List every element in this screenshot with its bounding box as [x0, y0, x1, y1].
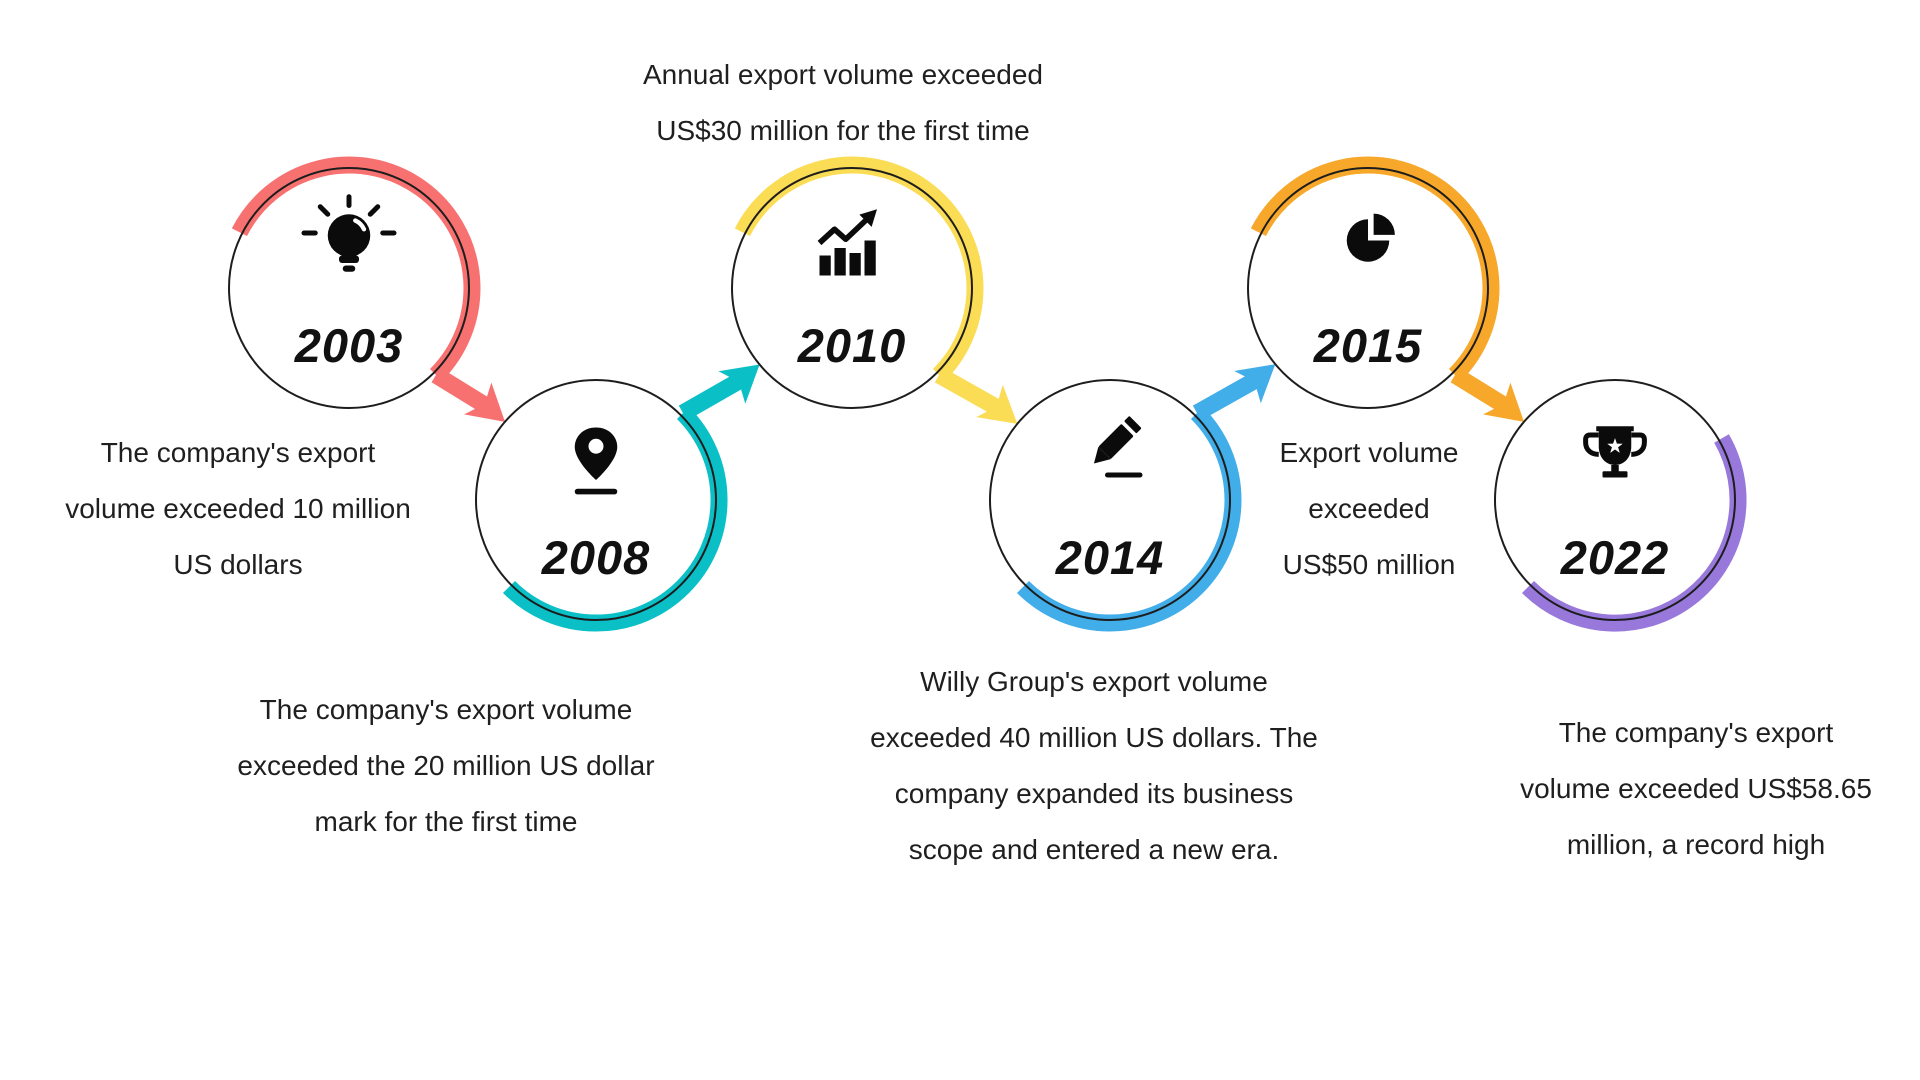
milestone-description-2008: The company's export volume exceeded the… [166, 682, 726, 850]
description-line: The company's export [100, 437, 376, 468]
description-line: exceeded 40 million US dollars. The [870, 722, 1318, 753]
description-line: The company's export volume [259, 694, 633, 725]
milestone-circle-2015 [1247, 167, 1489, 409]
description-line: company expanded its business [894, 778, 1294, 809]
description-line: exceeded the 20 million US dollar [237, 750, 655, 781]
description-line: exceeded [1308, 493, 1430, 524]
description-line: US$30 million for the first time [656, 115, 1030, 146]
milestone-description-2010: Annual export volume exceeded US$30 mill… [543, 47, 1143, 159]
year-label-2015: 2015 [1313, 319, 1423, 372]
connector-2008-2010 [502, 364, 760, 632]
description-line: mark for the first time [314, 806, 578, 837]
description-line: Willy Group's export volume [920, 666, 1268, 697]
connector-2015-2022 [1250, 156, 1524, 422]
milestone-description-2015: Export volume exceeded US$50 million [1199, 425, 1539, 593]
connector-2003-2008 [231, 156, 505, 422]
arc-2022 [1521, 434, 1747, 632]
milestone-circle-outlines [228, 167, 1736, 621]
connector-2010-2014 [734, 156, 1018, 424]
milestone-description-2014: Willy Group's export volume exceeded 40 … [774, 654, 1414, 878]
description-line: volume exceeded US$58.65 [1520, 773, 1872, 804]
milestone-circle-2010 [731, 167, 973, 409]
description-line: million, a record high [1566, 829, 1826, 860]
milestone-circle-2014 [989, 379, 1231, 621]
description-line: volume exceeded 10 million [65, 493, 411, 524]
milestone-circle-2022 [1494, 379, 1736, 621]
description-line: US$50 million [1282, 549, 1456, 580]
year-label-2014: 2014 [1055, 531, 1165, 584]
milestone-circle-2008 [475, 379, 717, 621]
description-line: The company's export [1558, 717, 1834, 748]
milestone-description-2022: The company's export volume exceeded US$… [1466, 705, 1920, 873]
description-line: US dollars [173, 549, 303, 580]
year-label-2022: 2022 [1560, 531, 1670, 584]
description-line: Annual export volume exceeded [642, 59, 1044, 90]
year-label-2010: 2010 [797, 319, 907, 372]
connector-2014-2015 [1016, 364, 1276, 632]
milestone-circle-fills [229, 168, 1735, 620]
description-line: scope and entered a new era. [908, 834, 1280, 865]
year-label-2008: 2008 [541, 531, 651, 584]
year-label-2003: 2003 [294, 319, 404, 372]
milestone-description-2003: The company's export volume exceeded 10 … [3, 425, 473, 593]
milestone-circle-2003 [228, 167, 470, 409]
description-line: Export volume [1279, 437, 1459, 468]
